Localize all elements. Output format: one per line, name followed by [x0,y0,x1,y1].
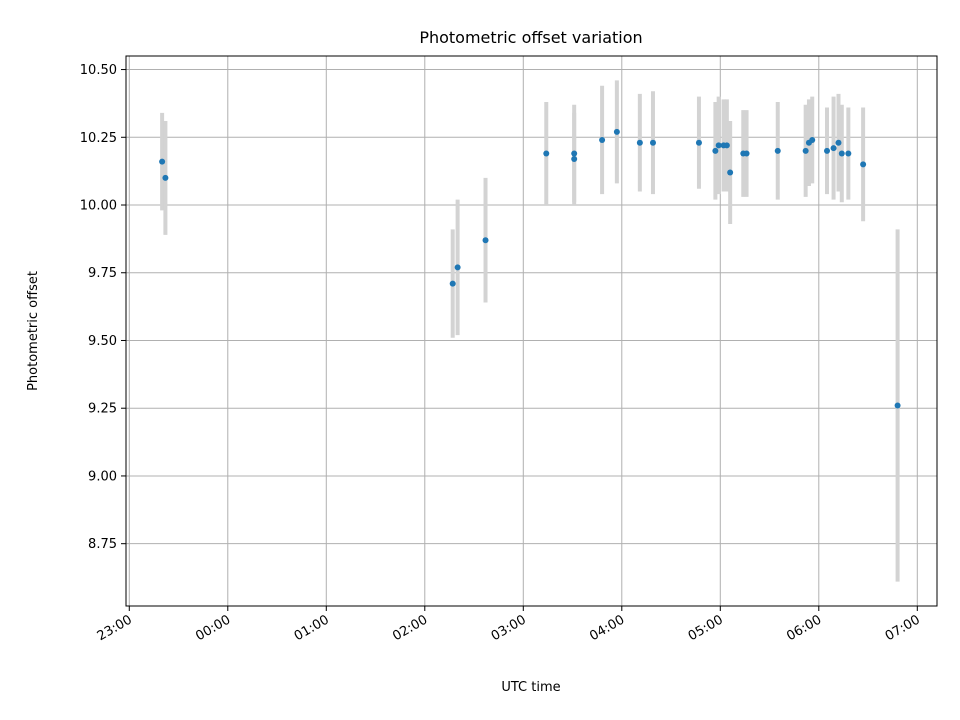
data-point [774,147,781,154]
x-tick-label: 00:00 [193,612,233,644]
data-point [838,150,845,157]
y-tick-label: 10.50 [80,63,117,78]
data-point [449,280,456,287]
data-point [543,150,550,157]
x-tick-label: 06:00 [784,612,824,644]
data-point [636,139,643,146]
x-tick-label: 01:00 [292,612,332,644]
data-point [835,139,842,146]
data-point [824,147,831,154]
x-tick-label: 03:00 [489,612,529,644]
y-tick-label: 8.75 [88,537,117,552]
data-point [830,145,837,152]
data-point [743,150,750,157]
data-point [845,150,852,157]
x-tick-label: 07:00 [883,612,923,644]
data-point [802,147,809,154]
x-axis-label: UTC time [501,680,560,695]
x-tick-label: 05:00 [686,612,726,644]
data-point [613,128,620,135]
y-axis-label: Photometric offset [26,271,41,391]
errorbar-layer [160,80,900,582]
data-point [727,169,734,176]
data-point [599,136,606,143]
data-point [860,161,867,168]
data-point [723,142,730,149]
x-tick-label: 23:00 [95,612,135,644]
y-tick-label: 9.00 [88,469,117,484]
y-tick-label: 9.50 [88,334,117,349]
grid-layer [126,56,937,606]
point-layer [159,128,901,409]
y-tick-label: 10.25 [80,131,117,146]
y-tick-label: 10.00 [80,199,117,214]
y-tick-label: 9.75 [88,266,117,281]
y-axis-ticks: 8.75 9.00 9.25 9.50 9.75 10.00 10.25 10.50 [80,63,126,552]
x-axis-ticks: 23:00 00:00 01:00 02:00 03:00 04:00 05:00 06:00… [95,606,923,644]
x-tick-label: 04:00 [587,612,627,644]
data-point [715,142,722,149]
x-tick-label: 02:00 [390,612,430,644]
data-point [571,155,578,162]
chart-title: Photometric offset variation [419,28,642,47]
data-point [482,237,489,244]
data-point [809,136,816,143]
data-point [162,174,169,181]
data-point [712,147,719,154]
data-point [571,150,578,157]
plot-frame [125,55,938,607]
data-point [159,158,166,165]
data-point [649,139,656,146]
data-point [894,402,901,409]
data-point [454,264,461,271]
y-tick-label: 9.25 [88,402,117,417]
data-point [695,139,702,146]
